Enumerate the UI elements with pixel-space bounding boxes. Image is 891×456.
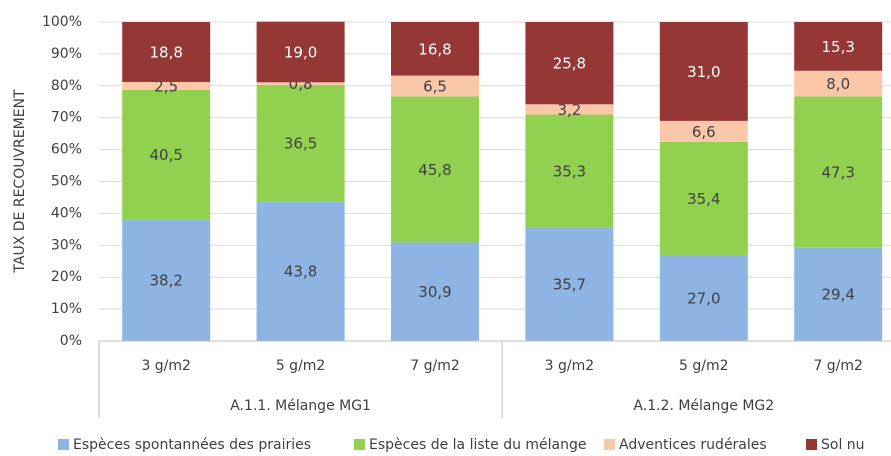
legend-swatch (604, 439, 615, 450)
y-tick-label: 40% (51, 205, 82, 221)
data-label: 35,7 (553, 276, 586, 294)
x-tick-label: 3 g/m2 (545, 358, 595, 374)
data-label: 38,2 (149, 272, 182, 290)
bar-segment (122, 22, 211, 82)
bar-segment (525, 22, 614, 105)
data-label: 45,8 (418, 161, 451, 179)
bar-segment (659, 254, 748, 341)
bar-segment (391, 96, 479, 243)
data-label: 35,4 (687, 190, 720, 208)
group-label: A.1.1. Mélange MG1 (230, 398, 371, 414)
legend-label: Adventices rudérales (619, 437, 767, 452)
bar-segment (122, 81, 211, 90)
bar-segment (525, 104, 614, 115)
bar-segment (794, 22, 883, 71)
x-tick-label: 7 g/m2 (813, 358, 863, 374)
x-tick-label: 7 g/m2 (410, 358, 460, 374)
bar-segment (122, 219, 211, 341)
bar-segment (391, 75, 479, 97)
group-label: A.1.2. Mélange MG2 (633, 398, 774, 414)
legend-swatch (806, 439, 817, 450)
data-label: 31,0 (687, 63, 720, 81)
bar-segment (525, 114, 614, 228)
bar-segment (794, 247, 883, 341)
data-label: 3,2 (557, 101, 581, 119)
bar-segment (659, 141, 748, 255)
y-tick-label: 10% (51, 301, 82, 317)
bar-segment (659, 120, 748, 142)
data-label: 47,3 (821, 163, 854, 181)
legend-swatch (58, 439, 69, 450)
data-label: 15,3 (821, 38, 854, 56)
y-tick-label: 100% (42, 14, 82, 30)
legend-swatch (354, 439, 365, 450)
bar-segment (122, 89, 211, 220)
y-tick-label: 0% (60, 333, 82, 349)
bar-segment (794, 70, 883, 97)
bar-segment (794, 96, 883, 248)
y-tick-label: 20% (51, 269, 82, 285)
data-label: 19,0 (284, 43, 317, 61)
data-label: 25,8 (553, 55, 586, 73)
x-tick-label: 5 g/m2 (276, 358, 326, 374)
data-label: 6,6 (692, 123, 716, 141)
y-tick-label: 60% (51, 142, 82, 158)
y-tick-label: 90% (51, 46, 82, 62)
bar-segment (256, 84, 345, 202)
y-tick-label: 70% (51, 110, 82, 126)
bar-segment (391, 22, 479, 76)
data-label: 16,8 (418, 40, 451, 58)
x-tick-label: 5 g/m2 (679, 358, 729, 374)
data-label: 43,8 (284, 263, 317, 281)
legend-label: Sol nu (821, 437, 865, 452)
data-label: 27,0 (687, 289, 720, 307)
data-label: 35,3 (553, 162, 586, 180)
y-tick-label: 30% (51, 237, 82, 253)
bar-segment (256, 21, 345, 83)
data-label: 8,0 (826, 75, 850, 93)
bar-segment (525, 227, 614, 341)
data-label: 18,8 (149, 43, 182, 61)
legend-label: Espèces de la liste du mélange (369, 437, 587, 452)
data-label: 6,5 (423, 77, 447, 95)
data-label: 40,5 (149, 146, 182, 164)
bar-segment (391, 242, 479, 341)
x-tick-label: 3 g/m2 (141, 358, 191, 374)
y-tick-label: 50% (51, 174, 82, 190)
y-tick-label: 80% (51, 78, 82, 94)
bar-segment (659, 22, 748, 121)
bar-segment (256, 201, 345, 341)
y-axis-label: TAUX DE RECOUVREMENT (12, 89, 28, 274)
data-label: 29,4 (821, 286, 854, 304)
legend-label: Espèces spontannées des prairies (73, 437, 311, 452)
data-label: 30,9 (418, 283, 451, 301)
data-label: 36,5 (284, 135, 317, 153)
bar-segment (256, 82, 345, 85)
